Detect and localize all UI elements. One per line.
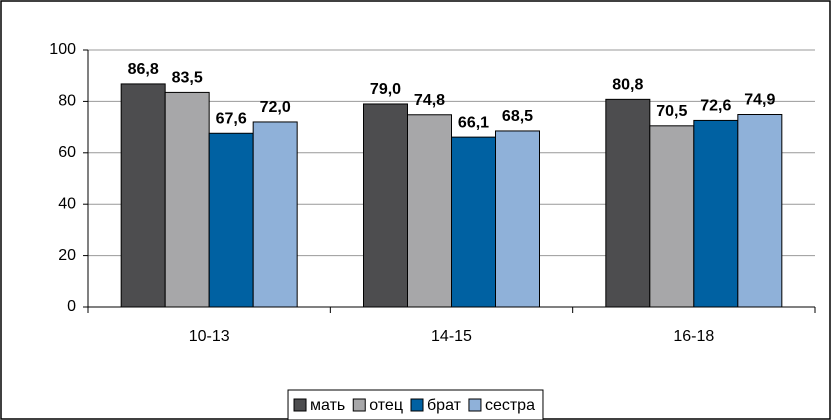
y-tick-label: 20 [58, 247, 76, 264]
bar [605, 98, 651, 308]
value-label: 83,5 [172, 70, 203, 87]
x-tick-label: 10-13 [189, 328, 230, 345]
bar [363, 103, 408, 308]
bar [495, 130, 540, 308]
y-tick-label: 100 [49, 41, 76, 58]
legend-label: мать [310, 397, 345, 414]
value-label: 70,5 [656, 103, 687, 120]
legend-swatch [293, 398, 307, 412]
y-tick-label: 60 [58, 144, 76, 161]
value-label: 79,0 [370, 81, 401, 98]
bar [693, 119, 739, 308]
y-tick-label: 80 [58, 93, 76, 110]
legend-swatch [468, 398, 482, 412]
value-label: 86,8 [128, 61, 159, 78]
value-label: 66,1 [458, 114, 489, 131]
bar [407, 114, 452, 308]
bar [649, 125, 695, 308]
legend-swatch [352, 398, 366, 412]
bar [451, 136, 496, 308]
value-label: 72,6 [700, 98, 731, 115]
bar [252, 121, 298, 308]
legend-label: отец [369, 397, 403, 414]
legend-swatch [410, 398, 424, 412]
x-tick-label: 16-18 [673, 328, 714, 345]
bar [164, 91, 210, 308]
value-label: 67,6 [216, 110, 247, 127]
value-label: 74,9 [744, 92, 775, 109]
bar [737, 114, 783, 308]
value-label: 72,0 [260, 99, 291, 116]
value-label: 80,8 [612, 77, 643, 94]
value-label: 74,8 [414, 92, 445, 109]
bar [208, 132, 254, 308]
x-tick-label: 14-15 [431, 328, 472, 345]
y-tick-label: 40 [58, 195, 76, 212]
value-label: 68,5 [502, 108, 533, 125]
legend-label: брат [427, 397, 462, 414]
bar [120, 83, 166, 308]
y-tick-label: 0 [67, 298, 76, 315]
legend-label: сестра [485, 397, 535, 414]
